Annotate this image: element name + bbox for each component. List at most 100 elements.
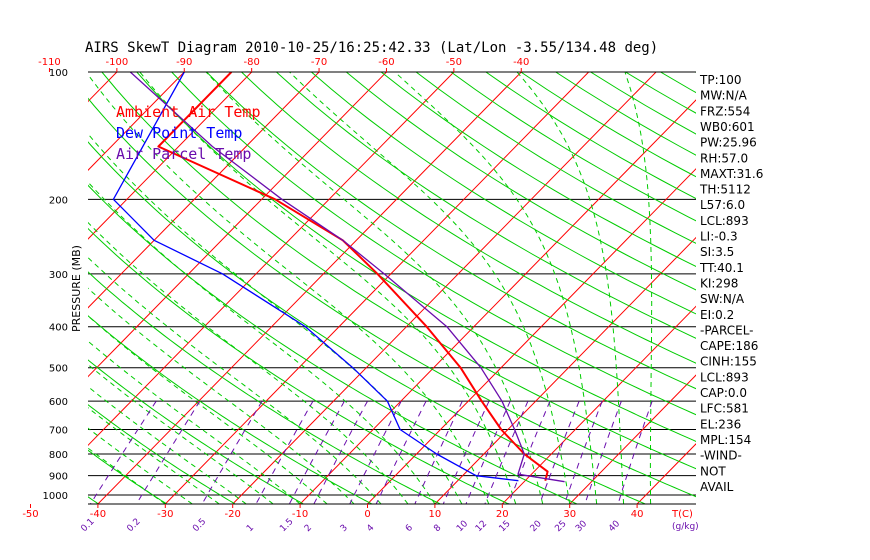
moist-adiabat-line: [88, 315, 328, 504]
isotherm-line: [88, 72, 185, 171]
info-panel-item: FRZ:554: [700, 104, 750, 118]
info-panel-item: TT:40.1: [699, 261, 744, 275]
dry-adiabat-line: [485, 72, 696, 200]
info-panel-item: LFC:581: [700, 402, 749, 416]
info-panel-item: WB0:601: [700, 120, 755, 134]
bottom-temp-tick-label: 10: [429, 509, 442, 520]
dry-adiabat-line: [88, 184, 578, 504]
moist-adiabat-line: [394, 72, 598, 504]
mixing-ratio-line: [414, 400, 463, 504]
mixing-ratio-unit: (g/kg): [672, 522, 699, 532]
moist-adiabat-line: [139, 72, 517, 504]
info-panel-item: EI:0.2: [700, 308, 734, 322]
info-panel-item: LCL:893: [700, 370, 749, 384]
moist-adiabat-line: [624, 72, 653, 504]
moist-adiabat-line: [88, 340, 301, 504]
dry-adiabat-line: [345, 72, 696, 291]
mixing-ratio-label: 12: [474, 519, 489, 534]
mixing-ratio-label: 8: [432, 523, 443, 534]
pressure-tick-label: 700: [49, 426, 68, 437]
chart-title: AIRS SkewT Diagram 2010-10-25/16:25:42.3…: [85, 40, 658, 56]
legend: Ambient Air Temp Dew Point Temp Air Parc…: [116, 103, 261, 163]
info-panel-item: CAPE:186: [700, 339, 758, 353]
info-panel-item: MAXT:31.6: [700, 167, 763, 181]
info-panel-item: RH:57.0: [700, 151, 748, 165]
mixing-ratio-line: [89, 400, 157, 504]
top-temp-tick-label: -100: [106, 57, 129, 68]
pressure-tick-label: 200: [49, 195, 68, 206]
mixing-ratio-line: [255, 400, 314, 504]
plot-grid: [88, 72, 870, 504]
info-panel-item: TP:100: [699, 73, 742, 87]
mixing-ratio-label: 1: [245, 523, 256, 534]
dry-adiabat-line: [206, 72, 696, 390]
dry-adiabat-line: [101, 72, 696, 470]
moist-adiabat-line: [289, 72, 571, 504]
pressure-tick-label: 400: [49, 323, 68, 334]
legend-air-parcel-temp: Air Parcel Temp: [116, 145, 251, 163]
dry-adiabat-line: [765, 72, 870, 504]
mixing-ratio-line: [484, 401, 529, 504]
isotherm-line: [501, 305, 696, 504]
bottom-temp-tick-label: 40: [631, 509, 644, 520]
isotherm-line: [88, 72, 320, 309]
top-temp-tick-label: -90: [176, 57, 192, 68]
top-temp-tick-label: -70: [311, 57, 327, 68]
dry-adiabat-line: [88, 141, 646, 504]
bottom-temp-tick-label: 0: [364, 509, 370, 520]
moist-adiabat-line: [88, 221, 409, 504]
bottom-temp-tick-label: 30: [563, 509, 576, 520]
isotherm-line: [367, 168, 696, 504]
pressure-tick-label: 100: [49, 68, 68, 79]
mixing-ratio-line: [539, 401, 580, 504]
mixing-ratio-line: [508, 401, 551, 504]
mixing-ratio-label: 25: [553, 519, 568, 534]
pressure-tick-label: 900: [49, 472, 68, 483]
dry-adiabat-line: [88, 359, 304, 504]
isotherm-line: [88, 72, 118, 103]
moist-adiabat-line: [88, 181, 436, 504]
isotherm-line: [299, 99, 696, 504]
mixing-ratio-label: 30: [574, 519, 589, 534]
info-panel-item: L57:6.0: [700, 198, 745, 212]
mixing-ratio-line: [349, 400, 402, 504]
isotherm-line: [434, 236, 696, 504]
mixing-ratio-label: 10: [455, 519, 470, 534]
mixing-ratio-label: 2: [303, 523, 314, 534]
dry-adiabat-line: [88, 271, 441, 504]
mixing-ratio-line: [201, 400, 263, 504]
info-panel-item: LCL:893: [700, 214, 749, 228]
mixing-ratio-label: 15: [498, 519, 513, 534]
bottom-temp-tick-label: 20: [496, 509, 509, 520]
info-panel-item: AVAIL: [700, 480, 734, 494]
mixing-ratio-label: 20: [529, 519, 544, 534]
mixing-ratio-label: 6: [404, 523, 415, 534]
info-panel-item: -PARCEL-: [700, 323, 754, 337]
dry-adiabat-line: [520, 72, 696, 178]
dry-adiabat-line: [88, 496, 99, 504]
legend-dew-point-temp: Dew Point Temp: [116, 124, 242, 142]
mixing-ratio-line: [375, 400, 427, 504]
mixing-ratio-line: [465, 400, 511, 504]
info-panel-item: SI:3.5: [700, 245, 734, 259]
isotherm-line: [88, 72, 253, 240]
top-temp-tick-label: -40: [513, 57, 529, 68]
bottom-temp-tick-label: -40: [90, 509, 106, 520]
dry-adiabat-line: [241, 72, 696, 364]
pressure-tick-label: 800: [49, 450, 68, 461]
mixing-ratio-line: [563, 401, 603, 504]
mixing-ratio-label: 3: [339, 523, 350, 534]
bottom-axis-unit: T(C): [671, 509, 693, 520]
mixing-ratio-label: 40: [607, 519, 622, 534]
mixing-ratio-line: [442, 400, 490, 504]
info-panel-item: NOT: [700, 464, 726, 478]
legend-ambient-air-temp: Ambient Air Temp: [116, 103, 261, 121]
dry-adiabat-line: [380, 72, 696, 268]
top-temp-tick-label: -110: [38, 57, 61, 68]
info-panel-item: TH:5112: [699, 183, 751, 197]
moist-adiabat-line: [88, 73, 490, 504]
moist-adiabat-line: [205, 72, 544, 504]
dry-adiabat-line: [276, 72, 696, 339]
